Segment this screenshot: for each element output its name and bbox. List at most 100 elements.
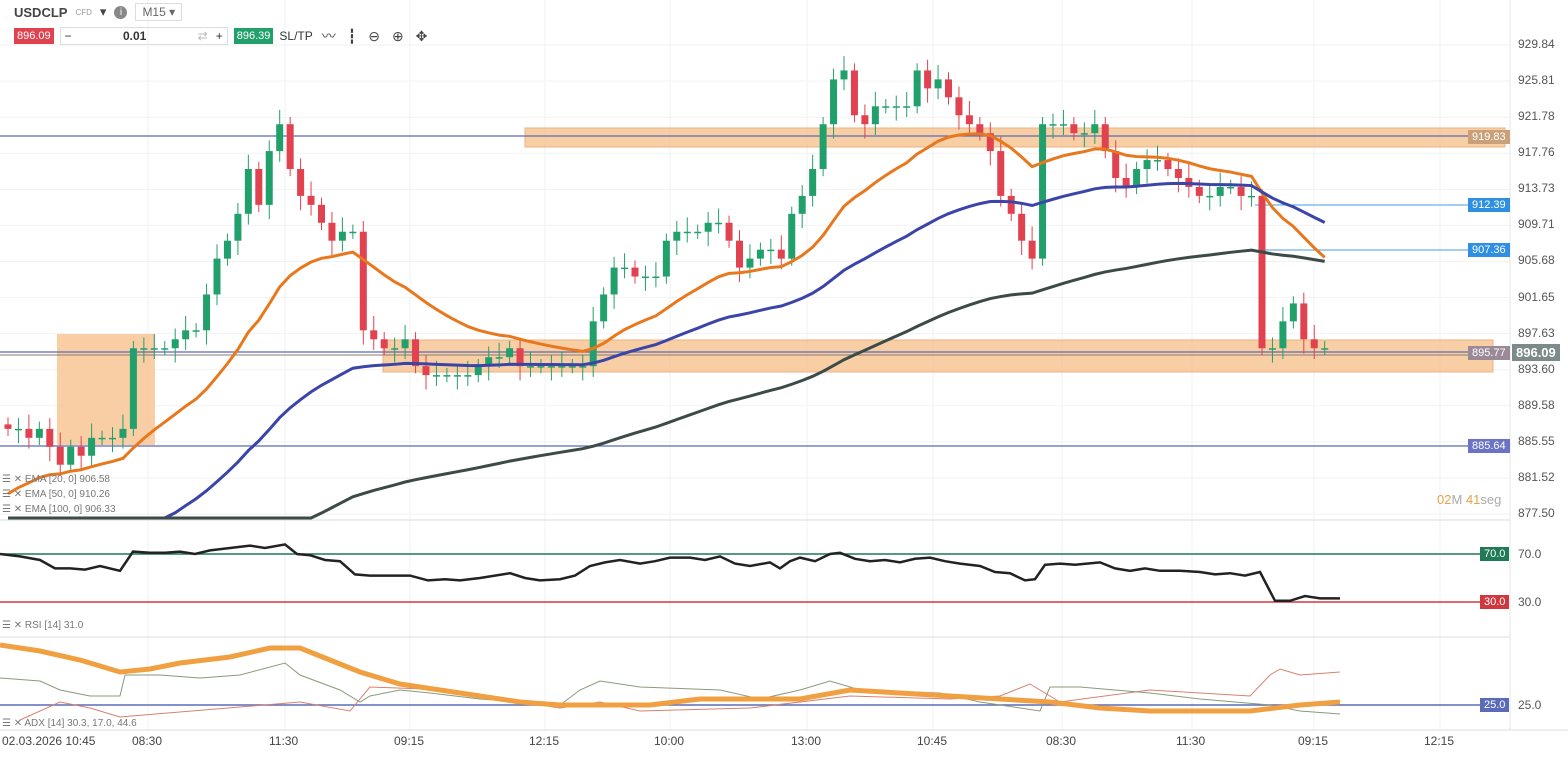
candle-body (1133, 169, 1141, 187)
candle-body (913, 70, 921, 107)
time-axis-label: 12:15 (1424, 734, 1455, 748)
candle-body (88, 437, 96, 456)
candle-body (736, 240, 743, 268)
legend-ema50[interactable]: ☰ ✕ EMA [50, 0] 910.26 (2, 489, 110, 500)
buy-button[interactable]: 896.39 (233, 28, 274, 44)
candle-body (14, 428, 22, 431)
rsi-30-tag: 30.0 (1480, 595, 1510, 609)
candle-body (840, 70, 848, 80)
candle-body (715, 222, 723, 225)
candle-body (109, 437, 116, 440)
candle-body (432, 375, 440, 377)
time-axis-label: 11:30 (1176, 734, 1206, 748)
candle-body (422, 366, 430, 376)
candle-body (485, 357, 493, 367)
candle-body (506, 348, 514, 358)
candle-body (1300, 303, 1308, 340)
candle-body (1289, 303, 1297, 322)
candle-body (192, 330, 200, 332)
candle-body (610, 267, 618, 295)
sltp-button[interactable]: SL/TP (279, 29, 313, 43)
time-axis-label: 02.03.2026 10:45 (2, 734, 96, 748)
candle-body (777, 249, 785, 259)
plus-icon[interactable]: + (215, 29, 223, 43)
legend-ema100[interactable]: ☰ ✕ EMA [100, 0] 906.33 (2, 504, 116, 515)
candle-body (965, 115, 973, 125)
minus-di-line (19, 668, 1341, 721)
line-chart-icon[interactable]: 〰 (321, 28, 336, 44)
candle-body (976, 124, 984, 134)
current-price-tag: 896.09 (1512, 344, 1560, 361)
candle-body (318, 204, 325, 223)
candle-body (809, 169, 817, 196)
candle-body (1049, 124, 1057, 126)
resistance-zone (524, 127, 1506, 148)
minus-icon[interactable]: − (64, 29, 72, 43)
candle-body (1268, 348, 1276, 350)
candle-body (464, 375, 472, 377)
candle-body (1112, 151, 1120, 178)
symbol-name[interactable]: USDCLP (14, 4, 68, 20)
candle-body (830, 79, 838, 125)
candle-body (767, 249, 775, 252)
candle-body (788, 213, 796, 259)
info-icon[interactable]: i (114, 5, 128, 19)
time-axis-label: 12:15 (529, 734, 560, 748)
price-axis-label: 877.50 (1518, 506, 1555, 520)
candle-body (453, 375, 461, 377)
candle-body (391, 348, 399, 350)
candle-body (234, 213, 242, 241)
zoom-out-icon[interactable]: ⊖ (368, 27, 380, 44)
swap-icon[interactable]: ⇄ (197, 29, 208, 43)
candles-icon[interactable]: ┇ (347, 27, 357, 44)
legend-rsi[interactable]: ☰ ✕ RSI [14] 31.0 (2, 620, 84, 631)
price-axis-label: 889.58 (1518, 397, 1555, 412)
candle-body (349, 231, 357, 234)
candle-body (568, 366, 576, 368)
candle-body (1216, 186, 1224, 196)
candle-body (297, 169, 305, 196)
sell-button[interactable]: 896.09 (14, 28, 54, 44)
left-zone-box (57, 334, 155, 445)
timeframe-select[interactable]: M15 ▾ (135, 3, 183, 21)
candle-body (1059, 124, 1067, 126)
candle-body (4, 424, 12, 429)
candle-body (119, 428, 127, 438)
time-axis-label: 10:00 (654, 734, 685, 748)
quantity-stepper[interactable]: − 0.01 ⇄ + (59, 27, 228, 45)
zone-top-tag: 919.83 (1468, 130, 1510, 144)
candle-body (1258, 195, 1266, 349)
candle-body (1154, 160, 1161, 162)
candle-body (56, 446, 64, 465)
candle-body (704, 222, 712, 232)
price-axis-label: 905.68 (1518, 253, 1555, 268)
candle-body (1310, 339, 1318, 349)
candle-body (1028, 240, 1036, 259)
candle-body (495, 357, 503, 359)
crosshair-icon[interactable]: ✥ (415, 27, 428, 44)
candle-body (997, 151, 1005, 196)
candle-body (98, 437, 106, 440)
candle-body (631, 267, 639, 277)
rsi-70-tag: 70.0 (1480, 547, 1510, 561)
price-axis-label: 901.65 (1518, 289, 1555, 304)
price-axis-label: 913.73 (1518, 181, 1555, 196)
candle-body (683, 231, 691, 234)
candle-countdown: 02M 41seg (1437, 492, 1502, 507)
instrument-type: CFD (75, 7, 92, 17)
candle-body (861, 115, 869, 125)
chevron-down-icon[interactable]: ▾ (99, 4, 107, 19)
legend-adx[interactable]: ☰ ✕ ADX [14] 30.3, 17.0, 44.6 (2, 718, 137, 729)
candle-body (673, 231, 681, 241)
price-axis-label: 909.71 (1518, 217, 1555, 232)
quantity-input[interactable]: 0.01 (122, 29, 147, 43)
candle-body (662, 240, 670, 277)
candle-body (1248, 195, 1256, 198)
zoom-in-icon[interactable]: ⊕ (391, 27, 404, 44)
rsi-line (0, 543, 1340, 603)
legend-ema20[interactable]: ☰ ✕ EMA [20, 0] 906.58 (2, 474, 110, 485)
candle-body (338, 231, 346, 241)
candle-body (871, 106, 879, 125)
candle-body (934, 79, 942, 89)
